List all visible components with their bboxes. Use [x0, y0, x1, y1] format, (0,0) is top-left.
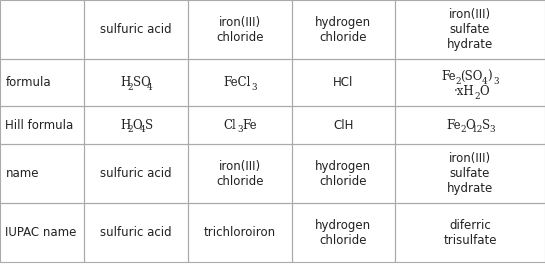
Bar [292, 0, 395, 59]
Text: 2: 2 [460, 125, 466, 134]
Text: Fe: Fe [441, 70, 456, 83]
Bar [0, 144, 84, 203]
Bar [395, 203, 545, 262]
Text: name: name [5, 167, 39, 180]
Text: 3: 3 [252, 83, 257, 92]
Bar [395, 144, 545, 203]
Bar [292, 106, 395, 144]
Bar [0, 106, 84, 144]
Text: H: H [121, 76, 131, 89]
Bar [0, 59, 84, 106]
Text: 2: 2 [128, 125, 134, 134]
Bar [188, 203, 292, 262]
Text: hydrogen
chloride: hydrogen chloride [316, 219, 371, 247]
Text: SO: SO [133, 76, 150, 89]
Bar [188, 106, 292, 144]
Bar [188, 59, 292, 106]
Text: HCl: HCl [333, 76, 354, 89]
Text: S: S [145, 119, 153, 132]
Bar [84, 203, 188, 262]
Bar [0, 203, 84, 262]
Bar [188, 144, 292, 203]
Text: iron(III)
chloride: iron(III) chloride [216, 160, 264, 187]
Text: iron(III)
chloride: iron(III) chloride [216, 16, 264, 44]
Text: O: O [465, 119, 475, 132]
Text: Fe: Fe [446, 119, 461, 132]
Text: ·xH: ·xH [453, 85, 474, 98]
Text: 4: 4 [482, 77, 488, 86]
Bar [292, 59, 395, 106]
Text: FeCl: FeCl [223, 76, 251, 89]
Text: O: O [480, 85, 489, 98]
Text: sulfuric acid: sulfuric acid [100, 226, 172, 239]
Text: hydrogen
chloride: hydrogen chloride [316, 16, 371, 44]
Bar [395, 59, 545, 106]
Text: Fe: Fe [242, 119, 257, 132]
Bar [84, 0, 188, 59]
Text: iron(III)
sulfate
hydrate: iron(III) sulfate hydrate [447, 152, 493, 195]
Text: 2: 2 [456, 77, 461, 86]
Text: 3: 3 [494, 77, 499, 86]
Text: H: H [121, 119, 131, 132]
Bar [292, 144, 395, 203]
Bar [188, 0, 292, 59]
Text: hydrogen
chloride: hydrogen chloride [316, 160, 371, 187]
Bar [395, 106, 545, 144]
Text: diferric
trisulfate: diferric trisulfate [443, 219, 497, 247]
Text: S: S [482, 119, 490, 132]
Text: trichloroiron: trichloroiron [204, 226, 276, 239]
Text: Cl: Cl [223, 119, 236, 132]
Bar [84, 59, 188, 106]
Text: 3: 3 [238, 125, 243, 134]
Text: sulfuric acid: sulfuric acid [100, 167, 172, 180]
Bar [395, 0, 545, 59]
Text: 2: 2 [128, 83, 134, 92]
Text: 3: 3 [489, 125, 495, 134]
Text: ClH: ClH [333, 119, 354, 132]
Text: IUPAC name: IUPAC name [5, 226, 77, 239]
Text: iron(III)
sulfate
hydrate: iron(III) sulfate hydrate [447, 8, 493, 51]
Text: 4: 4 [140, 125, 146, 134]
Text: formula: formula [5, 76, 51, 89]
Text: sulfuric acid: sulfuric acid [100, 23, 172, 36]
Text: ): ) [487, 70, 491, 83]
Bar [292, 203, 395, 262]
Text: 12: 12 [472, 125, 483, 134]
Text: 2: 2 [475, 92, 480, 101]
Bar [84, 106, 188, 144]
Text: (SO: (SO [461, 70, 483, 83]
Bar [0, 0, 84, 59]
Text: O: O [133, 119, 142, 132]
Text: Hill formula: Hill formula [5, 119, 74, 132]
Text: 4: 4 [147, 83, 153, 92]
Bar [84, 144, 188, 203]
